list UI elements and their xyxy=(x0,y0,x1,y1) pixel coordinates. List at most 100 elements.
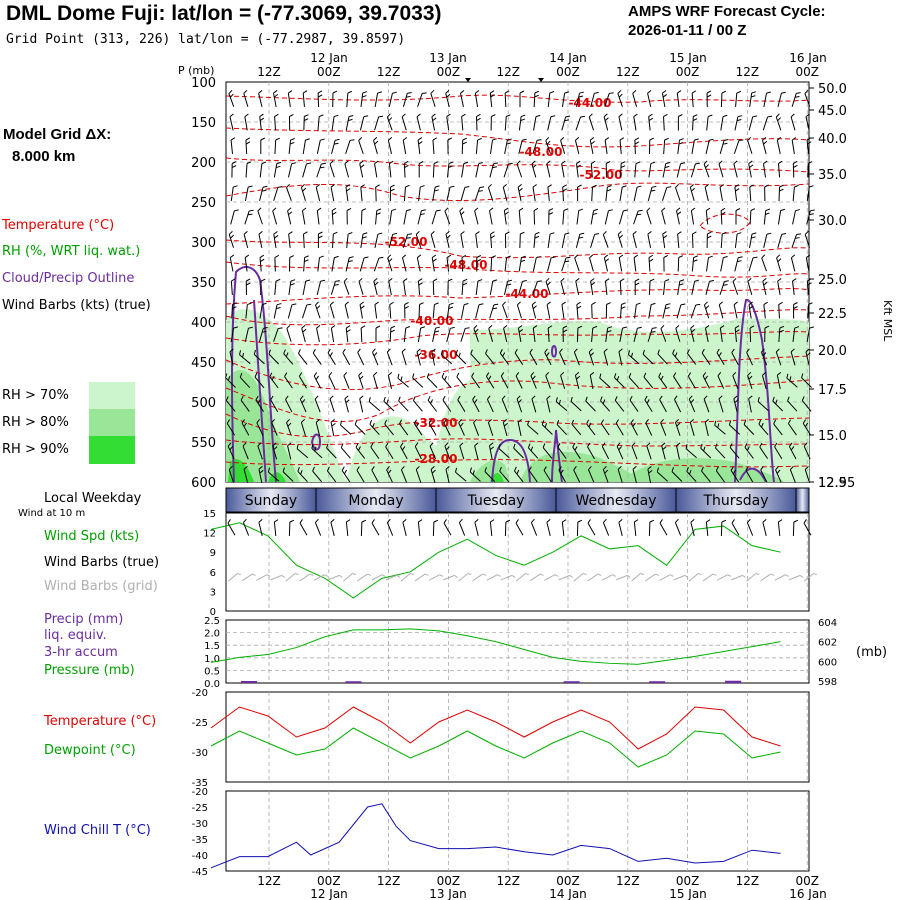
upper-wind-barb xyxy=(344,301,349,319)
weekday-cell xyxy=(675,487,797,513)
wind-barb-shaft xyxy=(762,522,767,536)
wind-barb-flag xyxy=(447,278,453,282)
upper-wind-barb xyxy=(805,348,811,366)
wind-barb-flag xyxy=(446,234,451,239)
wind-barb-flag xyxy=(758,419,762,425)
wind-barb-flag xyxy=(533,325,538,329)
wind-barb-flag xyxy=(271,418,275,424)
wind-barb-flag xyxy=(531,301,536,306)
upper-wind-barb xyxy=(518,255,526,272)
wind-barb-shaft xyxy=(358,281,364,295)
wind-barb-flag xyxy=(620,165,626,168)
upper-wind-barb xyxy=(389,184,395,202)
wind-barb-shaft xyxy=(517,422,522,436)
wind-barb-shaft xyxy=(777,281,781,296)
wind-barb-flag xyxy=(519,90,525,94)
wind-barb-flag xyxy=(534,94,539,98)
wind-barb-flag xyxy=(530,371,535,377)
wind-barb-shaft xyxy=(356,470,365,483)
surface-wind-barb-true xyxy=(803,519,812,536)
wind-barb-flag xyxy=(693,259,698,262)
upper-wind-barb xyxy=(403,184,410,202)
weekday-label: Wednesday xyxy=(575,493,656,509)
wind-barb-flag xyxy=(515,519,519,524)
wind-barb-flag xyxy=(623,209,628,212)
wind-barb-flag xyxy=(634,278,640,282)
wind-barb-flag xyxy=(532,184,537,188)
wind-barb-shaft xyxy=(546,163,551,178)
surface-wind-barb-grid xyxy=(529,573,544,582)
wind-barb-flag xyxy=(281,574,285,578)
temperature-contour-label: -44.00 xyxy=(506,287,549,301)
wind-barb-shaft xyxy=(489,92,493,108)
wind-barb-flag xyxy=(260,258,265,262)
upper-wind-barb xyxy=(415,465,422,483)
surface-wind-barb-true xyxy=(504,519,511,537)
wind-barb-flag xyxy=(358,446,361,451)
wind-barb-flag xyxy=(779,188,784,192)
wind-barb-flag xyxy=(669,574,674,577)
wind-barb-flag xyxy=(778,301,783,305)
windchill-tick-label: -35 xyxy=(192,835,208,846)
upper-wind-barb xyxy=(490,138,497,155)
wind-barb-shaft xyxy=(370,446,380,459)
upper-wind-barb xyxy=(688,395,696,413)
surface-wind-barb-grid xyxy=(414,573,429,582)
surface-wind-barb-grid xyxy=(659,574,674,581)
wind-barb-flag xyxy=(476,113,481,117)
upper-wind-barb xyxy=(749,232,757,249)
wind-barb-shaft xyxy=(642,353,654,365)
wind-barb-shaft xyxy=(720,257,724,272)
upper-wind-barb xyxy=(646,442,652,460)
wind-barb-flag xyxy=(622,185,627,188)
wind-barb-flag xyxy=(575,136,580,141)
wind-barb-shaft xyxy=(386,522,394,536)
wind-barb-flag xyxy=(615,419,619,424)
upper-wind-barb xyxy=(604,209,613,225)
wind-barb-flag xyxy=(579,91,584,94)
wind-barb-flag xyxy=(558,466,562,471)
upper-wind-barb xyxy=(259,254,265,272)
upper-wind-barb xyxy=(519,90,525,107)
wind-barb-shaft xyxy=(562,210,565,225)
wind-barb-flag xyxy=(594,233,600,235)
upper-wind-barb xyxy=(734,325,740,343)
upper-wind-barb xyxy=(787,419,797,436)
wind-barb-shaft xyxy=(274,280,277,296)
wind-barb-flag xyxy=(807,141,812,145)
wind-barb-flag xyxy=(546,301,551,306)
pressure-tick-label: 150 xyxy=(191,116,216,131)
wind-barb-flag xyxy=(434,302,439,305)
wind-barb-shaft xyxy=(268,353,280,365)
upper-wind-barb xyxy=(412,396,423,412)
wind-barb-shaft xyxy=(631,573,641,582)
wind-barb-shaft xyxy=(229,351,234,366)
wind-barb-flag xyxy=(794,184,799,188)
wind-barb-flag xyxy=(430,89,435,94)
wind-barb-flag xyxy=(290,138,295,141)
upper-wind-barb xyxy=(329,395,335,413)
wind-barb-shaft xyxy=(757,401,769,412)
upper-wind-barb xyxy=(431,348,436,366)
wind-barb-flag xyxy=(492,138,497,141)
wind-barb-flag xyxy=(799,574,804,578)
wind-barb-flag xyxy=(372,348,376,353)
wind-barb-shaft xyxy=(473,328,479,342)
wind-barb-shaft xyxy=(402,93,408,107)
wind-barb-shaft xyxy=(243,93,249,107)
upper-wind-barb xyxy=(360,184,365,202)
upper-wind-barb xyxy=(689,418,695,436)
wind-barb-shaft xyxy=(330,328,335,343)
upper-wind-barb xyxy=(447,278,453,296)
precip-bar xyxy=(725,680,742,683)
wind-barb-flag xyxy=(326,466,330,472)
wind-barb-flag xyxy=(585,396,588,402)
wind-barb-shaft xyxy=(786,377,798,388)
wind-barb-flag xyxy=(686,466,689,472)
wind-barb-flag xyxy=(748,301,753,306)
upper-wind-barb xyxy=(503,162,513,178)
upper-wind-barb xyxy=(793,302,798,319)
wind-barb-flag xyxy=(707,235,712,239)
wind-barb-shaft xyxy=(371,522,380,536)
wind-barb-shaft xyxy=(455,471,467,482)
